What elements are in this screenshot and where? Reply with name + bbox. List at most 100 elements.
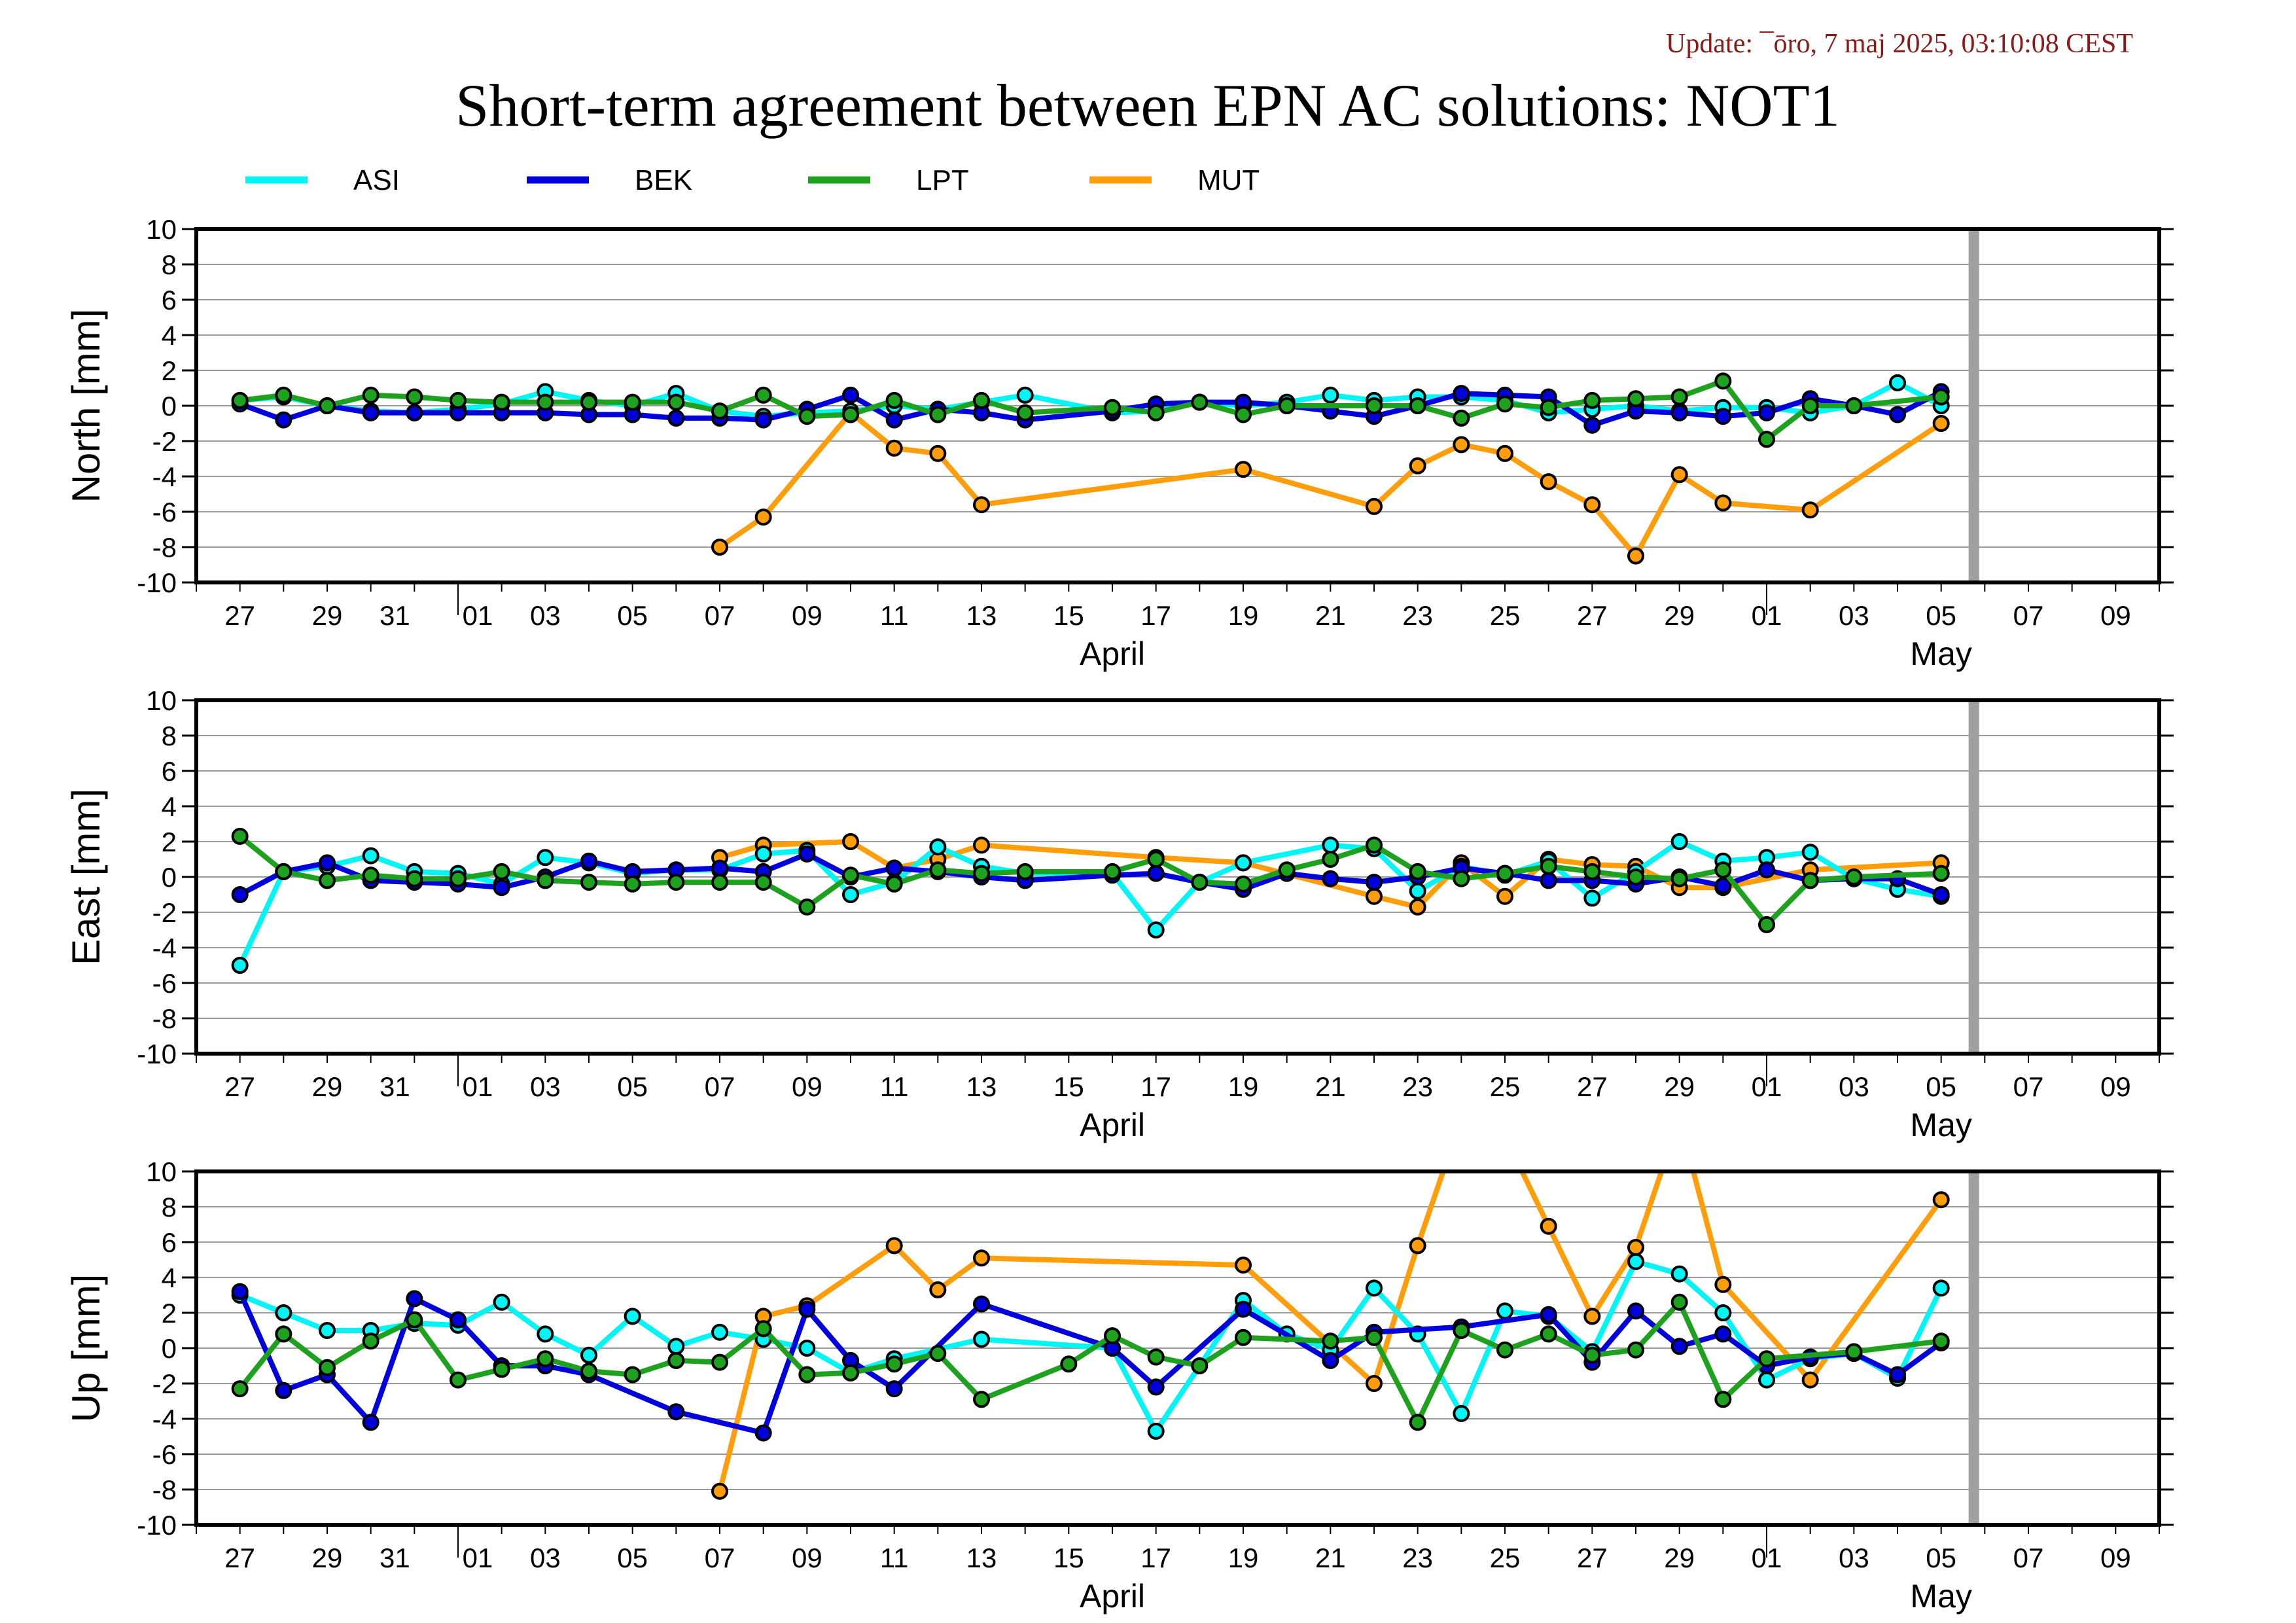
data-point-mut <box>1235 1257 1252 1274</box>
data-point-bek <box>1670 404 1688 421</box>
update-timestamp: Update: ¯ōro, 7 maj 2025, 03:10:08 CEST <box>1666 29 2133 59</box>
data-point-mut <box>1583 496 1601 514</box>
data-point-lpt <box>1278 861 1296 879</box>
data-point-lpt <box>1060 1355 1078 1373</box>
data-point-bek <box>1714 877 1732 895</box>
data-point-mut <box>1366 1375 1383 1392</box>
data-point-bek <box>231 1283 249 1300</box>
data-point-lpt <box>1583 391 1601 409</box>
data-point-lpt <box>1016 404 1034 421</box>
y-tick-label: -10 <box>137 567 177 598</box>
x-tick-label: 07 <box>2013 1543 2044 1573</box>
data-point-lpt <box>362 866 380 884</box>
x-tick-label: 27 <box>1577 600 1608 631</box>
data-point-bek <box>798 845 816 863</box>
data-point-asi <box>842 886 859 903</box>
x-tick-label: 19 <box>1228 1543 1259 1573</box>
x-tick-label: 03 <box>1839 1543 1869 1573</box>
data-point-bek <box>1889 1366 1906 1383</box>
y-axis-label: East [mm] <box>64 789 108 965</box>
data-point-bek <box>885 411 903 429</box>
data-point-bek <box>406 404 423 421</box>
y-tick-label: 6 <box>162 285 177 315</box>
data-point-mut <box>754 508 772 526</box>
data-point-bek <box>885 859 903 877</box>
y-tick-label: -2 <box>152 426 177 457</box>
data-point-lpt <box>1932 1332 1950 1350</box>
data-point-lpt <box>1801 872 1819 889</box>
data-point-lpt <box>798 898 816 916</box>
data-point-lpt <box>1714 861 1732 879</box>
data-point-asi <box>1583 889 1601 907</box>
data-point-lpt <box>406 1311 423 1329</box>
data-point-asi <box>1889 374 1906 391</box>
x-tick-label: 15 <box>1053 1543 1084 1573</box>
data-point-lpt <box>842 406 859 423</box>
x-tick-label: 31 <box>380 1543 410 1573</box>
data-point-mut <box>1409 457 1426 474</box>
data-point-asi <box>580 1346 597 1364</box>
data-point-lpt <box>1583 863 1601 880</box>
month-label: April <box>1080 1107 1145 1143</box>
y-tick-label: -2 <box>152 1368 177 1399</box>
y-tick-label: -4 <box>152 933 177 963</box>
data-point-mut <box>711 539 728 556</box>
data-point-asi <box>275 1304 292 1321</box>
y-tick-label: -2 <box>152 897 177 928</box>
x-tick-label: 01 <box>463 1543 493 1573</box>
data-point-lpt <box>885 875 903 893</box>
x-tick-label: 03 <box>530 1543 561 1573</box>
data-point-mut <box>1498 1129 1512 1143</box>
series-layer <box>231 372 1950 565</box>
x-tick-label: 09 <box>792 600 822 631</box>
data-point-lpt <box>1845 397 1863 414</box>
x-tick-label: 03 <box>530 1071 561 1102</box>
data-point-lpt <box>885 391 903 409</box>
data-point-lpt <box>406 870 423 887</box>
series-layer <box>231 1129 1950 1500</box>
data-point-mut <box>885 1237 903 1255</box>
data-point-mut <box>1670 466 1688 484</box>
legend-label-bek: BEK <box>635 164 692 196</box>
x-tick-label: 05 <box>1926 1543 1956 1573</box>
data-point-lpt <box>1016 863 1034 880</box>
data-point-asi <box>1016 386 1034 404</box>
data-point-lpt <box>1714 1391 1732 1408</box>
data-point-bek <box>1889 406 1906 423</box>
data-point-lpt <box>1409 397 1426 414</box>
data-point-asi <box>1147 921 1165 938</box>
y-tick-label: -8 <box>152 532 177 563</box>
data-point-lpt <box>450 870 467 887</box>
x-tick-label: 09 <box>2100 600 2131 631</box>
data-point-mut <box>1583 1308 1601 1325</box>
x-tick-label: 19 <box>1228 1071 1259 1102</box>
data-point-mut <box>842 833 859 850</box>
x-tick-label: 31 <box>380 600 410 631</box>
x-tick-label: 05 <box>617 1543 648 1573</box>
x-tick-label: 27 <box>1577 1071 1608 1102</box>
data-point-lpt <box>1627 868 1644 885</box>
data-point-lpt <box>1496 865 1513 882</box>
data-point-bek <box>667 409 685 427</box>
data-point-lpt <box>450 1371 467 1389</box>
data-point-mut <box>1496 887 1513 905</box>
x-tick-label: 31 <box>380 1071 410 1102</box>
y-tick-label: 10 <box>146 1156 177 1187</box>
data-point-bek <box>1714 408 1732 425</box>
legend: ASI BEK LPT MUT <box>245 164 1260 196</box>
data-point-asi <box>231 957 249 974</box>
x-tick-label: 29 <box>312 1543 343 1573</box>
data-point-mut <box>1627 547 1644 565</box>
data-point-mut <box>1932 415 1950 432</box>
legend-label-mut: MUT <box>1197 164 1260 196</box>
data-point-lpt <box>624 1366 641 1383</box>
data-point-lpt <box>754 1320 772 1338</box>
data-point-lpt <box>754 874 772 891</box>
data-point-lpt <box>1409 1414 1426 1431</box>
data-point-lpt <box>798 1366 816 1383</box>
data-point-asi <box>1235 854 1252 872</box>
current-day-marker <box>1968 700 1979 1054</box>
data-point-mut <box>1801 1371 1819 1389</box>
x-tick-label: 11 <box>880 1543 909 1573</box>
x-tick-label: 11 <box>880 600 909 631</box>
